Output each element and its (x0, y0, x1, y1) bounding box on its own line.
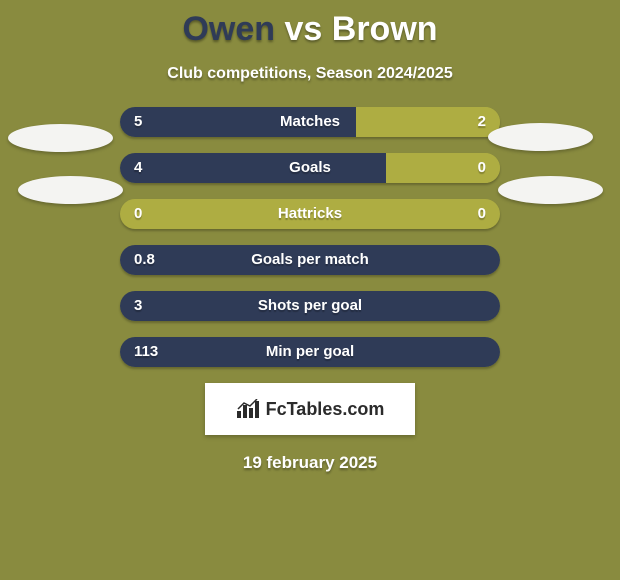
value-right: 2 (478, 107, 486, 137)
badge-text: FcTables.com (266, 399, 385, 420)
vs-separator: vs (284, 10, 322, 48)
stat-label: Shots per goal (120, 291, 500, 321)
avatar-ellipse (18, 176, 123, 204)
stat-label: Goals per match (120, 245, 500, 275)
stat-label: Matches (120, 107, 500, 137)
stat-row: 5Matches2 (120, 107, 500, 137)
chart-icon (236, 399, 260, 419)
stat-label: Goals (120, 153, 500, 183)
stat-row: 0Hattricks0 (120, 199, 500, 229)
subtitle: Club competitions, Season 2024/2025 (0, 65, 620, 83)
footer-date: 19 february 2025 (0, 453, 620, 473)
player2-name: Brown (332, 10, 438, 48)
comparison-chart: 5Matches24Goals00Hattricks00.8Goals per … (120, 107, 500, 367)
source-badge: FcTables.com (205, 383, 415, 435)
value-right: 0 (478, 153, 486, 183)
stat-row: 4Goals0 (120, 153, 500, 183)
player1-name: Owen (182, 10, 275, 48)
avatar-ellipse (498, 176, 603, 204)
stat-label: Min per goal (120, 337, 500, 367)
page-title: Owen vs Brown (0, 0, 620, 49)
avatar-ellipse (488, 123, 593, 151)
stat-row: 3Shots per goal (120, 291, 500, 321)
stat-label: Hattricks (120, 199, 500, 229)
stat-row: 0.8Goals per match (120, 245, 500, 275)
avatar-ellipse (8, 124, 113, 152)
stat-row: 113Min per goal (120, 337, 500, 367)
value-right: 0 (478, 199, 486, 229)
